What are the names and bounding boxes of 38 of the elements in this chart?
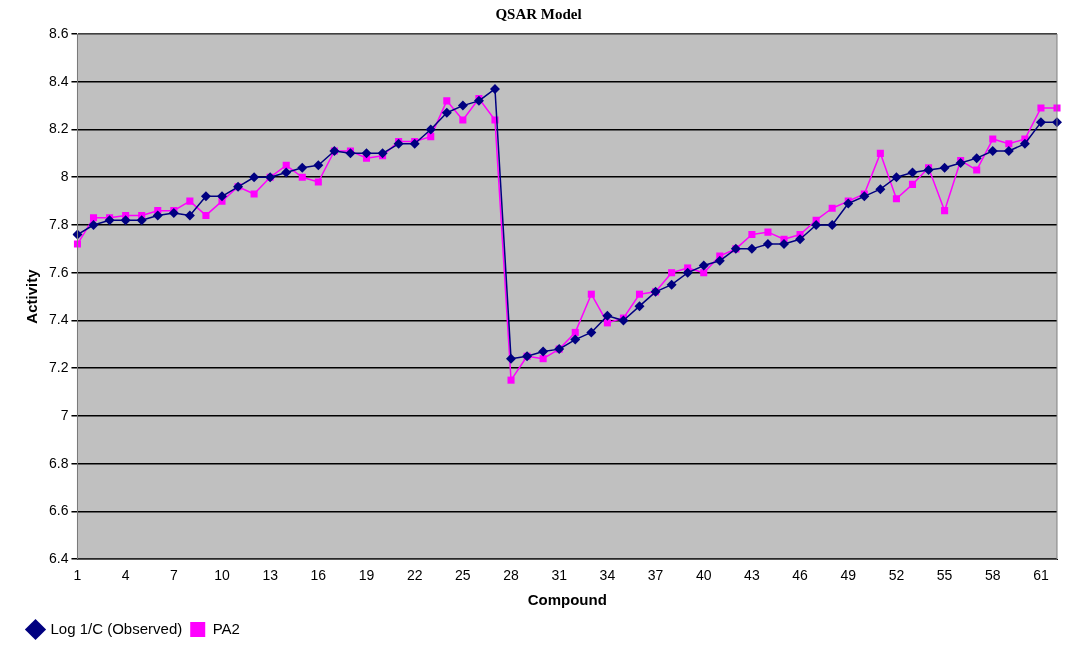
x-tick-label: 37: [647, 567, 664, 584]
y-tick-label: 7.6: [48, 263, 69, 280]
x-tick-label: 46: [792, 567, 809, 584]
legend-label: Log 1/C (Observed): [50, 619, 183, 637]
x-tick-label: 49: [840, 567, 857, 584]
x-tick-label: 31: [551, 567, 568, 584]
y-tick-label: 7.8: [48, 215, 69, 232]
x-tick-label: 52: [888, 567, 905, 584]
y-tick-label: 8.4: [48, 72, 69, 89]
x-tick-label: 16: [310, 567, 327, 584]
x-tick-label: 22: [406, 567, 423, 584]
x-tick-label: 58: [984, 567, 1001, 584]
y-tick-label: 6.4: [48, 550, 69, 567]
y-tick-label: 6.8: [48, 454, 69, 471]
y-tick-label: 7.2: [48, 359, 69, 376]
x-tick-label: 1: [73, 567, 82, 584]
x-tick-label: 4: [121, 567, 130, 584]
x-axis-title: Compound: [527, 591, 607, 609]
x-tick-label: 34: [599, 567, 616, 584]
x-tick-label: 7: [169, 567, 178, 584]
y-tick-label: 7: [60, 406, 69, 423]
x-tick-label: 28: [503, 567, 520, 584]
y-axis-title: Activity: [23, 268, 41, 324]
y-tick-label: 6.6: [48, 502, 69, 519]
x-tick-label: 10: [214, 567, 230, 584]
x-tick-label: 43: [744, 567, 760, 584]
y-tick-label: 8.6: [48, 24, 69, 41]
y-tick-label: 8.2: [48, 120, 69, 137]
legend-label: PA2: [212, 619, 240, 637]
x-tick-label: 19: [358, 567, 375, 584]
y-tick-label: 7.4: [48, 311, 69, 328]
x-tick-label: 55: [936, 567, 953, 584]
x-tick-label: 25: [455, 567, 471, 584]
y-tick-label: 8: [60, 168, 69, 185]
x-tick-label: 61: [1033, 567, 1049, 584]
x-tick-label: 13: [262, 567, 279, 584]
chart-title: QSAR Model: [495, 5, 582, 22]
x-tick-label: 40: [695, 567, 712, 584]
